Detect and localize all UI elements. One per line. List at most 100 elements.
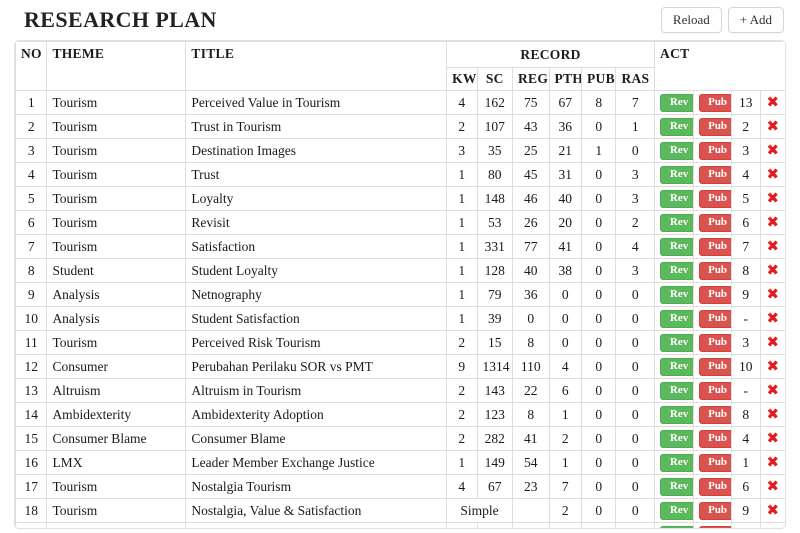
review-button[interactable]: Rev xyxy=(660,358,693,376)
cell-no: 3 xyxy=(15,138,48,163)
publish-button[interactable]: Pub xyxy=(698,310,731,328)
delete-icon[interactable]: ✖ xyxy=(766,428,780,447)
delete-icon[interactable]: ✖ xyxy=(766,236,780,255)
review-button[interactable]: Rev xyxy=(660,334,693,352)
delete-icon[interactable]: ✖ xyxy=(766,260,780,279)
publish-button[interactable]: Pub xyxy=(698,118,731,136)
cell-theme: Tourism xyxy=(46,234,187,259)
cell-review-action: Rev xyxy=(654,90,694,115)
publish-button[interactable]: Pub xyxy=(698,406,731,424)
cell-publish-action: Pub xyxy=(692,210,733,235)
publish-button[interactable]: Pub xyxy=(698,334,731,352)
review-button[interactable]: Rev xyxy=(660,526,693,528)
review-button[interactable]: Rev xyxy=(660,166,693,184)
review-button[interactable]: Rev xyxy=(660,190,693,208)
cell-count: - xyxy=(731,378,761,403)
publish-button[interactable]: Pub xyxy=(698,502,731,520)
cell-count: 9 xyxy=(731,282,761,307)
table-row: 19E-CommerceE-Commerce Barrier1320000Rev… xyxy=(15,522,785,528)
publish-button[interactable]: Pub xyxy=(698,526,731,528)
cell-no: 11 xyxy=(15,330,48,355)
delete-icon[interactable]: ✖ xyxy=(766,404,780,423)
cell-sc: 123 xyxy=(476,402,513,427)
cell-title: Nostalgia Tourism xyxy=(185,474,448,499)
cell-no: 13 xyxy=(15,378,48,403)
publish-button[interactable]: Pub xyxy=(698,382,731,400)
table-row: 18 Tourism Nostalgia, Value & Satisfaction… xyxy=(15,498,785,523)
delete-icon[interactable]: ✖ xyxy=(766,452,780,471)
delete-icon[interactable]: ✖ xyxy=(766,140,780,159)
cell-delete-action: ✖ xyxy=(759,90,785,115)
publish-button[interactable]: Pub xyxy=(698,214,731,232)
review-button[interactable]: Rev xyxy=(660,262,693,280)
review-button[interactable]: Rev xyxy=(660,214,693,232)
cell-title: Satisfaction xyxy=(185,234,448,259)
publish-button[interactable]: Pub xyxy=(698,454,731,472)
publish-button[interactable]: Pub xyxy=(698,262,731,280)
delete-icon[interactable]: ✖ xyxy=(766,164,780,183)
publish-button[interactable]: Pub xyxy=(698,478,731,496)
table-header-row-secondary: KW SC REG PTH PUB RAS xyxy=(16,67,786,91)
review-button[interactable]: Rev xyxy=(660,382,693,400)
cell-ras: 0 xyxy=(615,498,656,523)
cell-pth: 41 xyxy=(548,234,582,259)
delete-icon[interactable]: ✖ xyxy=(766,308,780,327)
cell-count: 2 xyxy=(731,114,761,139)
delete-icon[interactable]: ✖ xyxy=(766,116,780,135)
cell-ras: 0 xyxy=(615,474,656,499)
publish-button[interactable]: Pub xyxy=(698,358,731,376)
review-button[interactable]: Rev xyxy=(660,94,693,112)
publish-button[interactable]: Pub xyxy=(698,166,731,184)
cell-delete-action: ✖ xyxy=(759,474,785,499)
cell-reg: 75 xyxy=(512,90,550,115)
cell-kw: 1 xyxy=(446,282,478,307)
review-button[interactable]: Rev xyxy=(660,142,693,160)
cell-theme: Tourism xyxy=(46,90,187,115)
review-button[interactable]: Rev xyxy=(660,238,693,256)
review-button[interactable]: Rev xyxy=(660,478,693,496)
review-button[interactable]: Rev xyxy=(660,406,693,424)
delete-icon[interactable]: ✖ xyxy=(766,356,780,375)
review-button[interactable]: Rev xyxy=(660,430,693,448)
delete-icon[interactable]: ✖ xyxy=(766,476,780,495)
add-button[interactable]: + Add xyxy=(727,7,784,33)
cell-pth: 40 xyxy=(548,186,582,211)
table-row: 13 Altruism Altruism in Tourism 2 143 22 6 0 0 Re… xyxy=(15,378,785,403)
review-button[interactable]: Rev xyxy=(660,310,693,328)
delete-icon[interactable]: ✖ xyxy=(766,212,780,231)
cell-no: 10 xyxy=(15,306,48,331)
cell-title: Ambidexterity Adoption xyxy=(185,402,448,427)
delete-icon[interactable]: ✖ xyxy=(766,380,780,399)
column-header-record: RECORD xyxy=(446,41,656,68)
cell-theme: Tourism xyxy=(46,474,187,499)
review-button[interactable]: Rev xyxy=(660,502,693,520)
reload-button[interactable]: Reload xyxy=(660,7,722,33)
review-button[interactable]: Rev xyxy=(660,454,693,472)
cell-delete-action: ✖ xyxy=(759,402,785,427)
cell-delete-action: ✖ xyxy=(759,450,785,475)
delete-icon[interactable]: ✖ xyxy=(766,92,780,111)
publish-button[interactable]: Pub xyxy=(698,94,731,112)
delete-icon[interactable]: ✖ xyxy=(766,332,780,351)
cell-pub: 0 xyxy=(580,474,617,499)
publish-button[interactable]: Pub xyxy=(698,286,731,304)
cell-count: 7 xyxy=(731,234,761,259)
cell-kw: 1 xyxy=(446,522,478,528)
table-row: 14 Ambidexterity Ambidexterity Adoption 2 12… xyxy=(15,402,785,427)
delete-icon[interactable]: ✖ xyxy=(766,188,780,207)
delete-icon[interactable]: ✖ xyxy=(766,526,779,528)
delete-icon[interactable]: ✖ xyxy=(766,284,780,303)
review-button[interactable]: Rev xyxy=(660,286,693,304)
cell-theme: Tourism xyxy=(46,498,187,523)
publish-button[interactable]: Pub xyxy=(698,142,731,160)
cell-no: 1 xyxy=(15,90,48,115)
table-row: 2 Tourism Trust in Tourism 2 107 43 36 0 1 Rev Pub… xyxy=(15,114,785,139)
publish-button[interactable]: Pub xyxy=(698,238,731,256)
cell-ras: 0 xyxy=(615,522,656,528)
publish-button[interactable]: Pub xyxy=(698,430,731,448)
publish-button[interactable]: Pub xyxy=(698,190,731,208)
cell-count: 9 xyxy=(731,498,761,523)
delete-icon[interactable]: ✖ xyxy=(766,500,780,519)
review-button[interactable]: Rev xyxy=(660,118,693,136)
cell-no: 18 xyxy=(15,498,48,523)
